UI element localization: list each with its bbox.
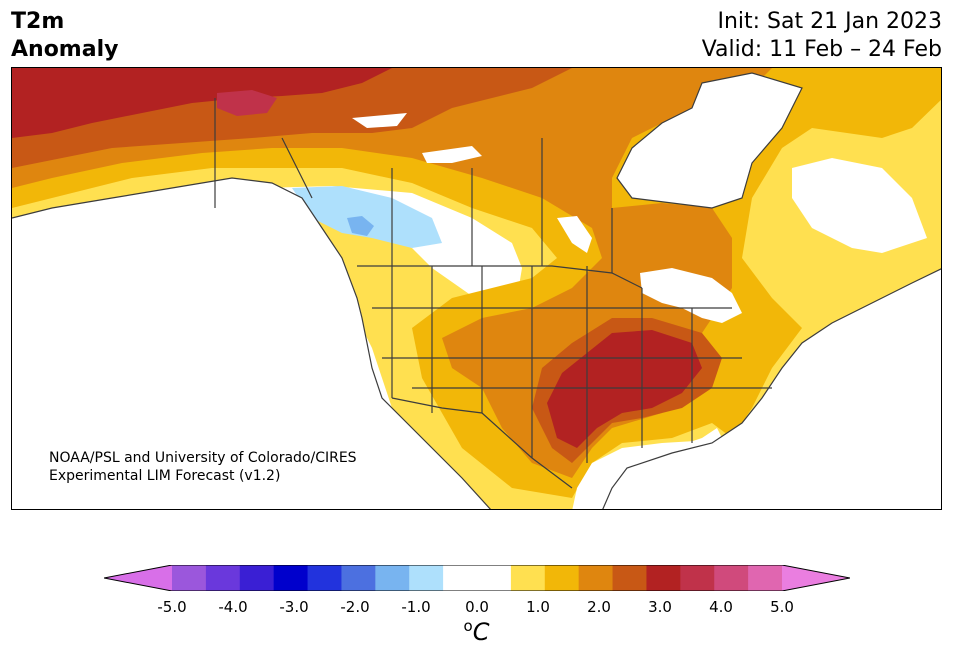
anomaly-cold-2 — [347, 216, 374, 236]
colorbar-tick-label: -2.0 — [340, 598, 370, 616]
colorbar-tick-label: 5.0 — [770, 598, 794, 616]
canadian-lake-1 — [352, 113, 407, 128]
colorbar-tick-label: 0.0 — [465, 598, 489, 616]
colorbar-tick-label: 4.0 — [709, 598, 733, 616]
colorbar-swatch — [273, 565, 309, 591]
pacific-ocean — [12, 178, 491, 509]
colorbar-swatch — [443, 565, 478, 591]
colorbar-swatch — [477, 565, 512, 591]
canadian-lake-3 — [557, 216, 592, 253]
title-line-2: Anomaly — [11, 37, 119, 62]
colorbar-tick-label: 1.0 — [526, 598, 550, 616]
colorbar-swatch — [714, 565, 749, 591]
colorbar-swatch — [544, 565, 580, 591]
colorbar-swatch — [205, 565, 241, 591]
province-line-2 — [281, 137, 313, 199]
pacific-coastline — [12, 177, 491, 509]
colorbar-tick-label: -1.0 — [401, 598, 431, 616]
gulf-of-mexico — [572, 440, 732, 509]
atlantic-ocean — [602, 268, 941, 509]
colorbar-swatch — [375, 565, 410, 591]
colorbar-swatch — [307, 565, 342, 591]
colorbar-tick-label: -4.0 — [218, 598, 248, 616]
anomaly-field-6 — [217, 90, 277, 116]
colorbar-extend-high — [782, 565, 850, 591]
hudson-bay — [617, 73, 802, 208]
hudson-coastline — [616, 72, 803, 209]
colorbar-tick-label: 3.0 — [648, 598, 672, 616]
credit-line-1: NOAA/PSL and University of Colorado/CIRE… — [49, 450, 357, 466]
credit-line-2: Experimental LIM Forecast (v1.2) — [49, 468, 281, 484]
colorbar-extend-low — [104, 565, 172, 591]
colorbar-tick-label: -3.0 — [279, 598, 309, 616]
colorbar-tick-label: 2.0 — [587, 598, 611, 616]
map-svg — [12, 68, 941, 509]
quebec-neutral — [792, 158, 927, 253]
colorbar-swatch — [748, 565, 783, 591]
great-lakes — [640, 268, 742, 323]
colorbar-tick-label: -5.0 — [157, 598, 187, 616]
colorbar-swatch — [172, 565, 207, 591]
atlantic-coastline — [602, 268, 941, 509]
anomaly-map — [11, 67, 942, 510]
init-date: Init: Sat 21 Jan 2023 — [717, 9, 942, 34]
us-canada-border — [357, 265, 643, 289]
forecast-dates: Init: Sat 21 Jan 2023 Valid: 11 Feb – 24… — [702, 8, 942, 64]
colorbar — [104, 565, 850, 591]
anomaly-field-5 — [12, 68, 392, 138]
colorbar-swatch — [612, 565, 647, 591]
unit-degree: o — [463, 617, 473, 635]
unit-letter: C — [472, 618, 490, 646]
colorbar-swatch — [578, 565, 614, 591]
forecast-credit: NOAA/PSL and University of Colorado/CIRE… — [49, 449, 357, 485]
colorbar-swatch — [239, 565, 275, 591]
anomaly-cold-1 — [292, 186, 442, 248]
colorbar-swatch — [510, 565, 546, 591]
colorbar-swatch — [341, 565, 376, 591]
colorbar-swatch — [646, 565, 681, 591]
valid-range: Valid: 11 Feb – 24 Feb — [701, 37, 942, 62]
colorbar-ticks: -5.0 -4.0 -3.0 -2.0 -1.0 0.0 1.0 2.0 3.0 4.0 5.0 — [0, 598, 953, 618]
map-boundaries — [12, 72, 941, 509]
map-title: T2m Anomaly — [11, 8, 118, 64]
colorbar-swatch — [680, 565, 715, 591]
title-line-1: T2m — [11, 9, 65, 34]
colorbar-unit: oC — [0, 617, 953, 646]
anomaly-field-5-south — [547, 330, 702, 448]
colorbar-swatch — [409, 565, 444, 591]
canadian-lake-2 — [422, 146, 482, 163]
